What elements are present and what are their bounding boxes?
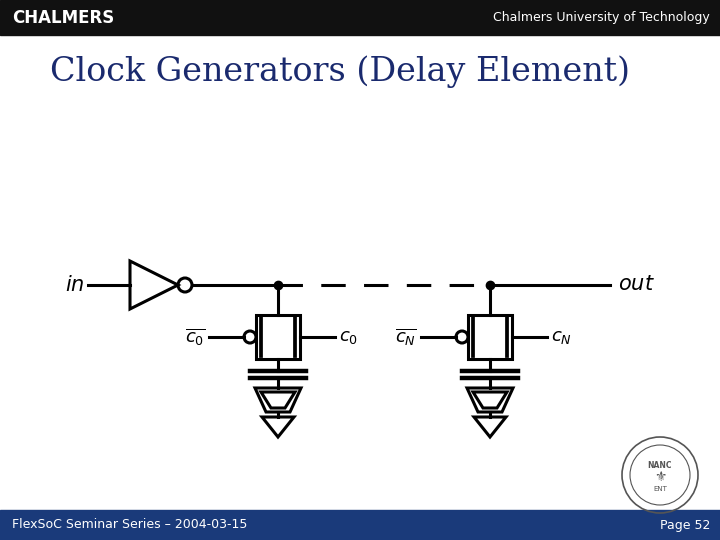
Text: ENT: ENT <box>653 486 667 492</box>
Text: Clock Generators (Delay Element): Clock Generators (Delay Element) <box>50 56 630 89</box>
Text: $\overline{c_N}$: $\overline{c_N}$ <box>395 327 417 347</box>
Text: NANC: NANC <box>648 461 672 469</box>
Bar <box>0 0 720 35</box>
Text: $\overline{c_0}$: $\overline{c_0}$ <box>184 327 205 347</box>
Text: Chalmers University of Technology: Chalmers University of Technology <box>493 11 710 24</box>
Bar <box>256 315 300 359</box>
Text: CHALMERS: CHALMERS <box>12 9 114 27</box>
Text: FlexSoC Seminar Series – 2004-03-15: FlexSoC Seminar Series – 2004-03-15 <box>12 518 248 531</box>
Text: ⚜: ⚜ <box>654 470 666 484</box>
Text: Page 52: Page 52 <box>660 518 710 531</box>
Text: $in$: $in$ <box>66 275 85 295</box>
Text: $c_0$: $c_0$ <box>339 328 358 346</box>
Text: $c_N$: $c_N$ <box>551 328 572 346</box>
Bar <box>468 315 512 359</box>
Text: $out$: $out$ <box>618 275 654 294</box>
Bar <box>0 510 720 540</box>
